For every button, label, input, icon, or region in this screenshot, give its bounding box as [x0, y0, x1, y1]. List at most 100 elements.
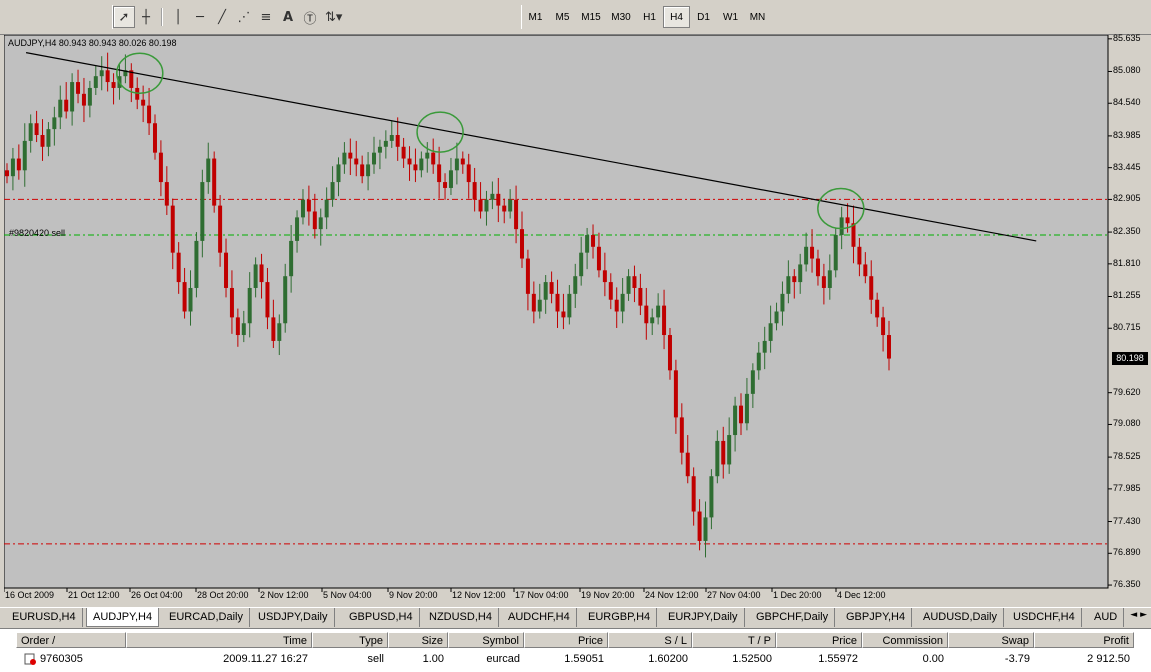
order-label: #9820420 sell [9, 228, 66, 238]
column-header-tp[interactable]: T / P [692, 632, 776, 648]
column-header-type[interactable]: Type [312, 632, 388, 648]
tab-eurcad-daily[interactable]: EURCAD,Daily [163, 608, 250, 627]
tab-audjpy-h4[interactable]: AUDJPY,H4 [86, 608, 160, 627]
tab-scroll-arrows[interactable]: ◄ ► [1130, 610, 1147, 620]
tab-eurjpy-daily[interactable]: EURJPY,Daily [662, 608, 745, 627]
tab-usdchf-h4[interactable]: USDCHF,H4 [1007, 608, 1082, 627]
cell-time: 2009.11.27 16:27 [223, 653, 308, 665]
candle-bear [667, 335, 672, 371]
candle-bull [780, 293, 785, 312]
candle-bull [200, 182, 205, 241]
candle-bear [472, 182, 477, 200]
candle-bull [484, 199, 489, 212]
crosshair-icon[interactable]: ┼ [142, 9, 150, 25]
column-header-commission[interactable]: Commission [862, 632, 948, 648]
column-header-time[interactable]: Time [126, 632, 312, 648]
candle-bull [330, 182, 335, 200]
column-header-size[interactable]: Size [388, 632, 448, 648]
timeframe-button-d1[interactable]: D1 [697, 11, 710, 23]
candle-bear [271, 317, 276, 341]
candle-bear [662, 305, 667, 336]
fibonacci-fan-icon[interactable]: ⋰ [237, 9, 251, 25]
cursor-icon[interactable]: ➚ [113, 6, 135, 28]
candle-bear [875, 299, 880, 318]
tab-audchf-h4[interactable]: AUDCHF,H4 [502, 608, 577, 627]
candle-bull [827, 270, 832, 288]
tab-eurgbp-h4[interactable]: EURGBP,H4 [582, 608, 658, 627]
candle-bear [360, 164, 365, 177]
candle-bear [614, 299, 619, 312]
tab-audusd-daily[interactable]: AUDUSD,Daily [917, 608, 1004, 627]
cell-type: sell [367, 653, 384, 665]
cell-price: 1.59051 [564, 653, 604, 665]
candle-bull [626, 276, 631, 294]
trendline-icon[interactable]: ╱ [218, 9, 226, 25]
horizontal-line-icon[interactable]: ─ [196, 9, 204, 25]
text-icon[interactable]: A [282, 9, 294, 25]
tab-eurusd-h4[interactable]: EURUSD,H4 [6, 608, 83, 627]
candle-bear [502, 205, 507, 212]
y-tick-label: 77.985 [1113, 482, 1141, 493]
candle-bull [620, 293, 625, 312]
candle-bear [413, 164, 418, 171]
text-label-icon[interactable]: Ⓣ [303, 11, 317, 27]
column-header-profit[interactable]: Profit [1034, 632, 1134, 648]
candle-bear [857, 246, 862, 265]
timeframe-button-m5[interactable]: M5 [555, 11, 570, 23]
tab-gbpchf-daily[interactable]: GBPCHF,Daily [750, 608, 836, 627]
candle-bull [247, 287, 252, 324]
timeframe-button-h1[interactable]: H1 [643, 11, 656, 23]
y-tick-label: 76.890 [1113, 547, 1141, 558]
candle-bull [774, 311, 779, 324]
tab-nzdusd-h4[interactable]: NZDUSD,H4 [423, 608, 499, 627]
column-header-current-price[interactable]: Price [776, 632, 862, 648]
vertical-line-icon[interactable]: │ [174, 9, 182, 25]
candle-bull [585, 235, 590, 253]
candle-bear [673, 370, 678, 418]
candle-bear [815, 258, 820, 277]
timeframe-button-mn[interactable]: MN [749, 11, 766, 23]
column-header-price[interactable]: Price [524, 632, 608, 648]
tab-aud[interactable]: AUD [1088, 608, 1125, 627]
y-tick-label: 76.350 [1113, 579, 1141, 590]
x-tick-label: 9 Nov 20:00 [389, 590, 438, 600]
drawing-tools-group: ➚ ┼ │ ─ ╱ ⋰ ≡ A Ⓣ ⇅▾ [112, 5, 413, 29]
timeframe-button-m30[interactable]: M30 [611, 11, 631, 23]
candle-bull [567, 293, 572, 318]
candle-bull [52, 117, 57, 130]
column-header-swap[interactable]: Swap [948, 632, 1034, 648]
tab-usdjpy-daily[interactable]: USDJPY,Daily [252, 608, 335, 627]
candle-bull [573, 276, 578, 294]
candle-bull [448, 170, 453, 188]
timeframe-button-h4[interactable]: H4 [663, 6, 690, 28]
arrows-icon[interactable]: ⇅▾ [325, 9, 343, 25]
timeframe-button-w1[interactable]: W1 [723, 11, 738, 23]
candle-bear [887, 335, 891, 359]
column-header-order[interactable]: Order / [16, 632, 126, 648]
cell-profit: 2 912.50 [1087, 653, 1130, 665]
tab-gbpjpy-h4[interactable]: GBPJPY,H4 [840, 608, 913, 627]
trendline[interactable] [25, 52, 1037, 242]
x-tick-label: 28 Oct 20:00 [197, 590, 249, 600]
candle-bull [283, 276, 288, 324]
timeframe-button-m15[interactable]: M15 [581, 11, 601, 23]
candle-bear [697, 511, 702, 541]
timeframe-group: M1 M5 M15 M30 H1 H4 D1 W1 MN [521, 5, 780, 29]
x-tick-label: 19 Nov 20:00 [581, 590, 635, 600]
candle-bear [265, 282, 270, 318]
column-header-symbol[interactable]: Symbol [448, 632, 524, 648]
tab-gbpusd-h4[interactable]: GBPUSD,H4 [343, 608, 420, 627]
column-header-sl[interactable]: S / L [608, 632, 692, 648]
chart-title: AUDJPY,H4 80.943 80.943 80.026 80.198 [8, 38, 177, 48]
candle-bull [300, 199, 305, 218]
x-tick-label: 24 Nov 12:00 [645, 590, 699, 600]
candle-bull [277, 323, 282, 341]
candle-bear [821, 276, 826, 288]
candle-bear [182, 282, 187, 312]
fibonacci-retracement-icon[interactable]: ≡ [260, 9, 272, 25]
candle-bear [105, 70, 110, 83]
chart-area[interactable]: AUDJPY,H4 80.943 80.943 80.026 80.198 #9… [4, 33, 1151, 607]
candle-bull [537, 299, 542, 312]
timeframe-button-m1[interactable]: M1 [528, 11, 543, 23]
